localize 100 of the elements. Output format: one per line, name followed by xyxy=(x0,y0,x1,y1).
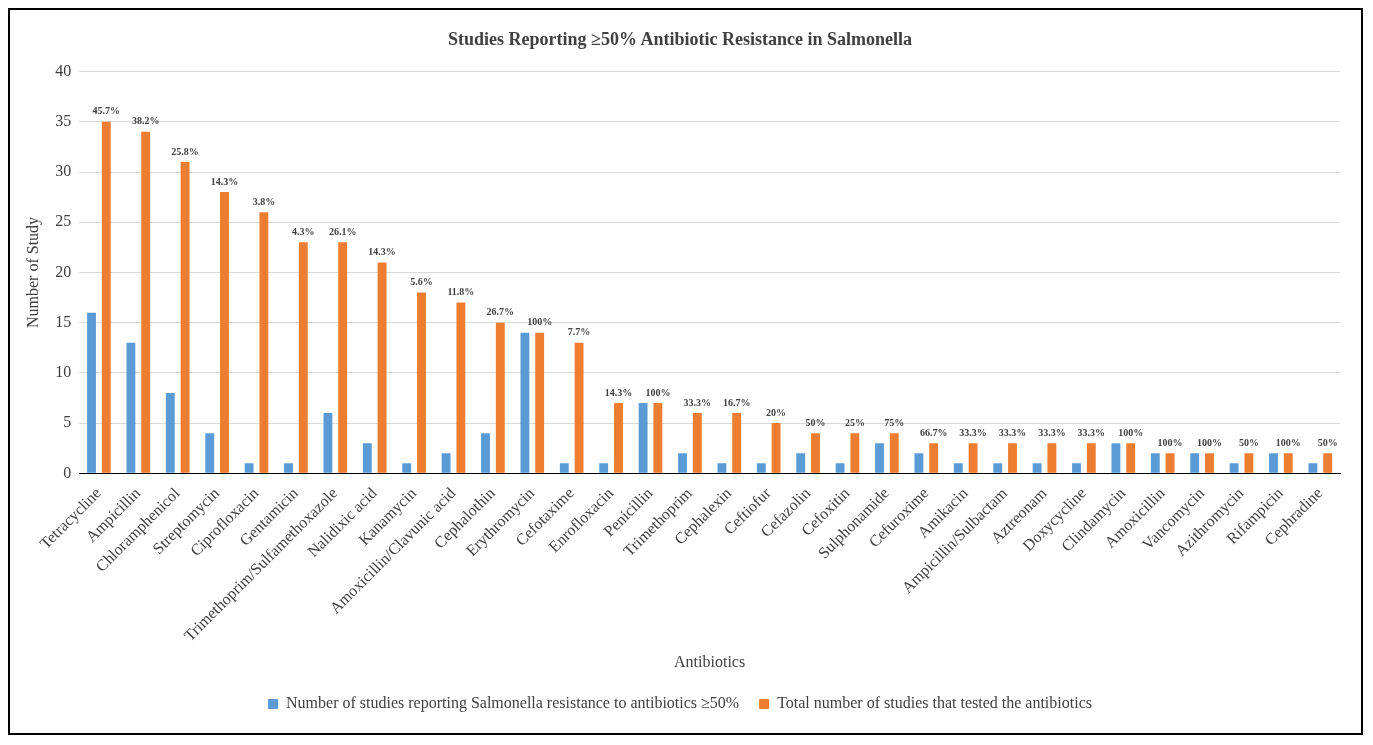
bar xyxy=(638,403,648,473)
bar xyxy=(1190,453,1200,473)
bar xyxy=(1047,443,1057,473)
bar xyxy=(284,463,293,473)
annotation: 100% xyxy=(645,386,671,398)
bar xyxy=(1269,453,1278,473)
annotation: 25.8% xyxy=(171,145,199,157)
bar xyxy=(614,403,623,473)
annotation: 100% xyxy=(1118,426,1144,438)
bar xyxy=(678,453,687,473)
bar xyxy=(914,453,924,473)
annotation: 33.3% xyxy=(1077,426,1106,438)
bar xyxy=(1205,453,1214,473)
bar xyxy=(377,262,387,473)
annotation: 5.6% xyxy=(410,276,433,288)
bar xyxy=(1008,443,1017,473)
bar xyxy=(1150,453,1160,473)
annotation: 33.3% xyxy=(998,426,1027,438)
annotation: 100% xyxy=(1196,436,1222,448)
y-tick-label: 5 xyxy=(63,413,72,431)
bar xyxy=(1244,453,1254,473)
annotation: 3.8% xyxy=(252,195,276,207)
bar xyxy=(771,423,781,473)
y-tick-label: 0 xyxy=(63,463,72,481)
bar xyxy=(929,443,939,473)
bar xyxy=(244,463,254,473)
bar xyxy=(1072,463,1081,473)
bar xyxy=(362,443,372,473)
y-tick-label: 40 xyxy=(55,61,72,79)
annotation: 50% xyxy=(805,416,826,428)
legend-label: Number of studies reporting Salmonella resistance to antibiotics ≥50% xyxy=(286,694,740,713)
bar xyxy=(850,433,860,473)
bar xyxy=(180,161,190,473)
bar xyxy=(1283,453,1293,473)
annotation: 45.7% xyxy=(92,105,121,117)
y-tick-label: 10 xyxy=(55,363,72,381)
bar xyxy=(692,413,702,473)
annotation: 33.3% xyxy=(683,396,712,408)
annotation: 25% xyxy=(844,416,865,428)
bar xyxy=(993,463,1003,473)
annotation: 26.1% xyxy=(328,225,357,237)
x-axis-title: Antibiotics xyxy=(674,652,746,670)
bar xyxy=(402,463,412,473)
annotation: 11.8% xyxy=(447,286,475,298)
annotation: 14.3% xyxy=(210,175,239,187)
bar xyxy=(481,433,490,473)
bar xyxy=(732,413,742,473)
y-tick-label: 25 xyxy=(55,212,72,230)
bar xyxy=(205,433,215,473)
bar xyxy=(87,312,96,473)
annotation: 50% xyxy=(1317,436,1338,448)
annotation: 7.7% xyxy=(567,326,591,338)
y-tick-label: 15 xyxy=(55,312,72,330)
bar xyxy=(889,433,899,473)
bar xyxy=(875,443,884,473)
bar xyxy=(796,453,806,473)
bar xyxy=(1323,453,1333,473)
bar xyxy=(756,463,766,473)
annotation: 38.2% xyxy=(131,115,160,127)
bar xyxy=(456,302,466,473)
bar xyxy=(1165,453,1175,473)
bar xyxy=(1308,463,1318,473)
bar xyxy=(599,463,609,473)
bar xyxy=(126,342,136,473)
bar xyxy=(1032,463,1042,473)
bar xyxy=(441,453,451,473)
bar xyxy=(495,322,505,473)
bar xyxy=(968,443,978,473)
legend-label: Total number of studies that tested the antibiotics xyxy=(777,694,1092,712)
bar xyxy=(520,332,530,473)
annotation: 66.7% xyxy=(919,426,948,438)
bar xyxy=(141,131,151,473)
bar xyxy=(1126,443,1136,473)
annotation: 33.3% xyxy=(959,426,987,438)
annotation: 4.3% xyxy=(292,225,315,237)
annotation: 75% xyxy=(884,416,905,428)
bar xyxy=(220,192,229,473)
annotation: 50% xyxy=(1238,436,1259,448)
y-tick-label: 30 xyxy=(55,162,72,180)
bar xyxy=(298,242,308,473)
annotation: 16.7% xyxy=(722,396,751,408)
bar xyxy=(417,292,426,473)
annotation: 100% xyxy=(527,316,553,328)
chart-title: Studies Reporting ≥50% Antibiotic Resistance in Salmonella xyxy=(448,29,912,50)
bar xyxy=(1086,443,1096,473)
bar xyxy=(574,342,584,473)
y-tick-label: 35 xyxy=(55,112,72,130)
bar xyxy=(259,212,269,473)
annotation: 20% xyxy=(766,406,787,418)
bar xyxy=(338,242,348,473)
bar xyxy=(953,463,963,473)
y-tick-label: 20 xyxy=(55,262,72,280)
bar xyxy=(323,413,333,473)
bar xyxy=(717,463,727,473)
bar xyxy=(535,332,545,473)
bar xyxy=(101,121,111,473)
y-axis-title: Number of Study xyxy=(23,216,42,329)
annotation: 100% xyxy=(1157,436,1183,448)
annotation: 14.3% xyxy=(604,386,633,398)
bar xyxy=(835,463,845,473)
